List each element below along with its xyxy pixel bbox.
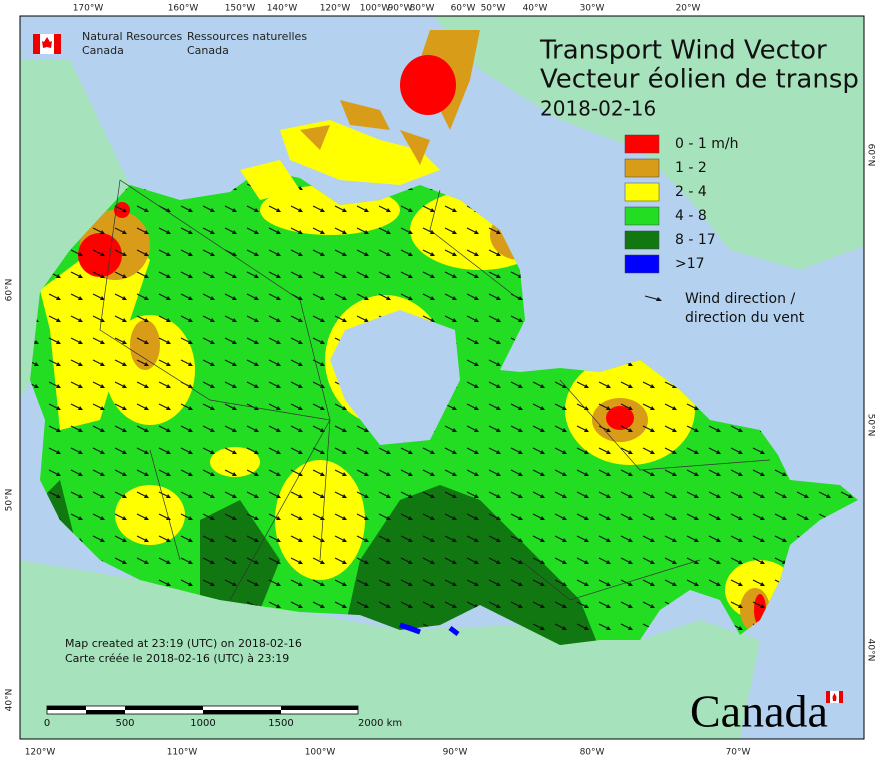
agency-en: Canada (82, 44, 124, 57)
longitude-label: 160°W (168, 4, 199, 14)
legend-label: 2 - 4 (675, 184, 707, 200)
legend: Wind direction / direction du vent 0 - 1… (624, 134, 805, 326)
scale-bar: 0 500 1000 1500 2000 km (44, 705, 402, 729)
scale-bar-segment (125, 706, 203, 710)
longitude-label: 110°W (167, 748, 198, 758)
longitude-label: 120°W (25, 748, 56, 758)
united-states (20, 560, 760, 739)
longitude-label: 30°W (580, 4, 605, 14)
legend-swatch (624, 158, 660, 178)
title: Vecteur éolien de transp (540, 65, 859, 95)
title: Transport Wind Vector (539, 36, 827, 66)
latitude-label: 40°N (5, 689, 15, 712)
longitude-label: 70°W (726, 748, 751, 758)
flag-bar (33, 34, 40, 54)
agency-fr: Ressources naturelles (187, 30, 307, 43)
scale-bar-segment (47, 706, 86, 710)
longitude-label: 100°W (360, 4, 391, 14)
longitude-label: 40°W (523, 4, 548, 14)
legend-swatch (624, 230, 660, 250)
legend-arrow (656, 297, 662, 301)
legend-label: 4 - 8 (675, 208, 707, 224)
longitude-label: 20°W (676, 4, 701, 14)
flag-bar (839, 691, 843, 703)
maple-leaf (42, 37, 52, 48)
nrcan-logo: Natural Resources Canada Ressources natu… (33, 30, 307, 57)
longitude-label: 150°W (225, 4, 256, 14)
longitude-label: 60°W (451, 4, 476, 14)
agency-fr: Canada (187, 44, 229, 57)
alaska (20, 40, 130, 400)
legend-label: direction du vent (685, 310, 805, 326)
latitude-label: 60°N (5, 279, 15, 302)
scale-bar-segment (281, 706, 358, 710)
longitude-label: 50°W (481, 4, 506, 14)
longitude-label: 80°W (410, 4, 435, 14)
maple-leaf (832, 693, 837, 701)
longitude-label: 90°W (443, 748, 468, 758)
zone-over-17 (399, 622, 460, 636)
legend-label: Wind direction / (685, 291, 795, 307)
latitude-label: 60°N (866, 144, 876, 167)
legend-swatch (624, 134, 660, 154)
credit: Carte créée le 2018-02-16 (UTC) à 23:19 (65, 652, 289, 665)
scale-label: 0 (44, 718, 50, 729)
scale-bar-segment (86, 710, 125, 714)
credit: Map created at 23:19 (UTC) on 2018-02-16 (65, 637, 302, 650)
longitude-label: 120°W (320, 4, 351, 14)
longitude-label: 90°W (388, 4, 413, 14)
longitude-label: 80°W (580, 748, 605, 758)
legend-label: 8 - 17 (675, 232, 716, 248)
scale-label: 1000 (190, 718, 215, 729)
latitude-label: 50°N (866, 414, 876, 437)
borders (99, 179, 771, 601)
legend-swatch (624, 254, 660, 274)
scale-label: 1500 (268, 718, 293, 729)
arctic-islands (300, 100, 430, 165)
latitude-label: 40°N (866, 639, 876, 662)
wordmark: Canada (690, 686, 828, 737)
flag-bar (826, 691, 830, 703)
scale-label: 500 (115, 718, 134, 729)
scale-bar-segment (203, 710, 281, 714)
arctic-islands (240, 160, 300, 200)
map-frame (19, 15, 865, 740)
legend-swatch (624, 206, 660, 226)
longitude-label: 170°W (73, 4, 104, 14)
longitude-label: 100°W (305, 748, 336, 758)
canada-wordmark: Canada (690, 686, 843, 737)
map-body (20, 16, 864, 739)
legend-label: 1 - 2 (675, 160, 707, 176)
legend-label: 0 - 1 m/h (675, 136, 738, 152)
flag-bar (54, 34, 61, 54)
agency-en: Natural Resources (82, 30, 183, 43)
date: 2018-02-16 (540, 97, 656, 121)
legend-swatch (624, 182, 660, 202)
zone-0-1 (400, 55, 456, 115)
longitude-label: 140°W (267, 4, 298, 14)
legend-label: >17 (675, 256, 705, 272)
hudson-bay (330, 310, 460, 445)
scale-label: 2000 km (358, 718, 402, 729)
latitude-label: 50°N (5, 489, 15, 512)
